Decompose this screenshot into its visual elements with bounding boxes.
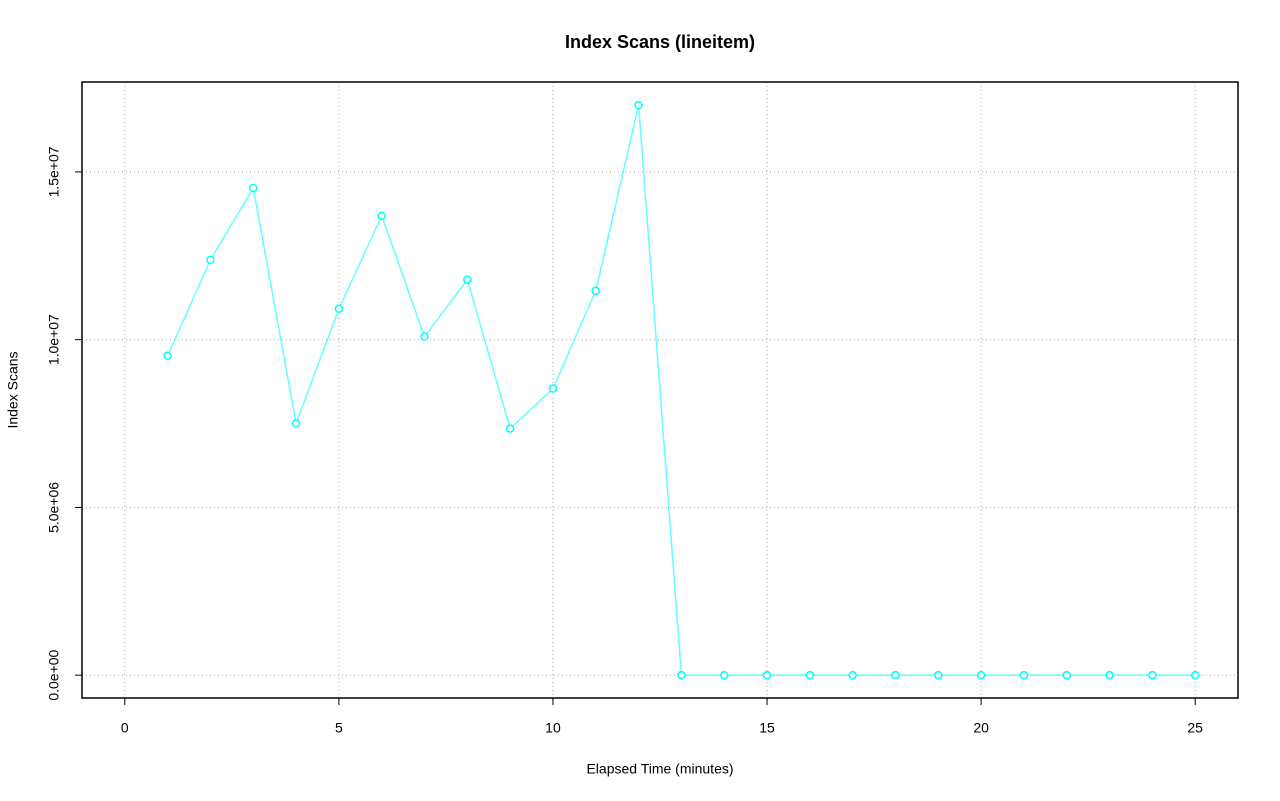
data-point [762, 670, 772, 680]
data-line [166, 104, 1196, 676]
y-tick-label: 5.0e+06 [46, 482, 62, 533]
data-point [291, 419, 301, 428]
x-tick-label: 0 [121, 720, 129, 736]
x-tick-label: 15 [759, 720, 775, 736]
plot-frame [81, 81, 1239, 699]
data-point [1062, 670, 1071, 680]
data-point [420, 332, 429, 341]
data-point [891, 670, 900, 680]
data-point [976, 670, 986, 680]
y-tick-label: 0.0e+00 [46, 649, 62, 700]
data-point [1105, 670, 1114, 680]
data-point [1190, 670, 1200, 680]
chart-title: Index Scans (lineitem) [565, 32, 755, 52]
x-tick-label: 20 [973, 720, 989, 736]
data-point [591, 286, 601, 295]
data-point [677, 670, 686, 680]
data-point [334, 304, 344, 314]
data-point [548, 384, 558, 393]
data-point [249, 183, 258, 193]
data-point [377, 211, 386, 221]
y-tick-label: 1.0e+07 [46, 314, 62, 365]
data-point [1019, 670, 1029, 680]
x-tick-label: 5 [335, 720, 343, 736]
y-axis-label: Index Scans [5, 351, 21, 428]
x-tick-label: 10 [545, 720, 561, 736]
data-point [206, 255, 215, 265]
data-point [463, 275, 472, 284]
y-tick-label: 1.5e+07 [46, 146, 62, 197]
x-axis-label: Elapsed Time (minutes) [586, 761, 733, 777]
data-point [719, 670, 729, 680]
data-point [848, 670, 857, 680]
data-point [163, 351, 172, 361]
data-point [1148, 670, 1157, 680]
data-point [505, 424, 515, 433]
x-tick-label: 25 [1187, 720, 1203, 736]
data-point [934, 670, 943, 680]
data-point [634, 100, 643, 110]
data-point [805, 670, 815, 680]
